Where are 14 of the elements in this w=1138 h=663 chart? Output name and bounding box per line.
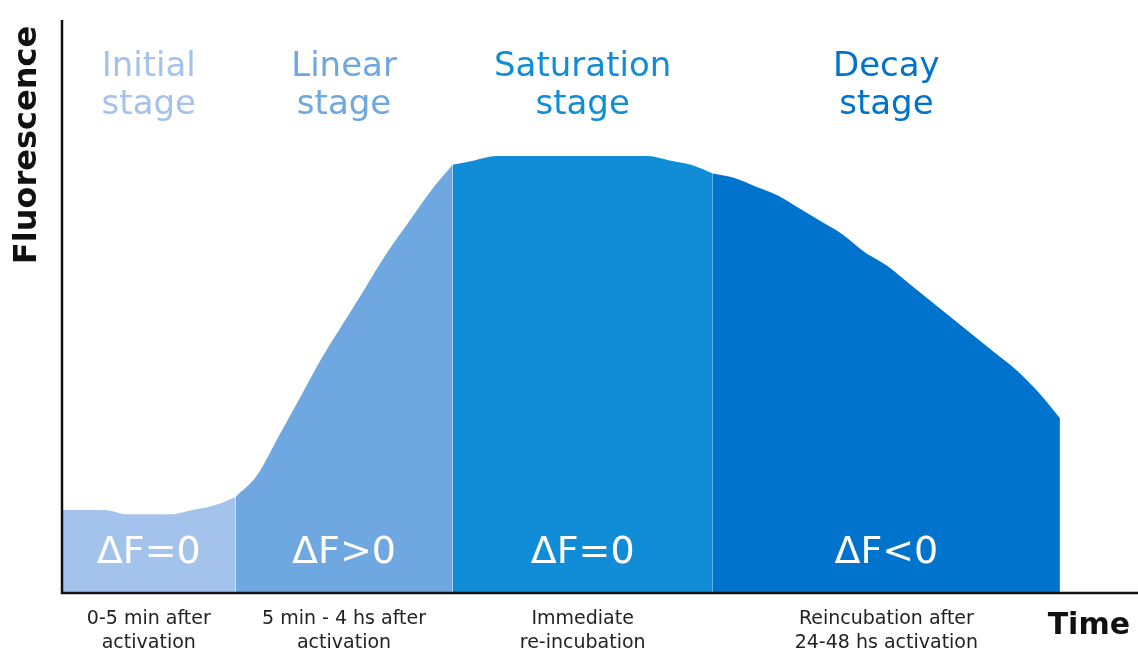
series-label: Saturation stage bbox=[494, 43, 672, 122]
text: Immediate re-incubation bbox=[519, 605, 646, 652]
y-axis-title: Fluorescence bbox=[6, 25, 45, 265]
annotation: ΔF=0 bbox=[530, 527, 635, 572]
annotation: ΔF<0 bbox=[834, 527, 939, 572]
text: 0-5 min after activation bbox=[86, 605, 211, 652]
annotation: ΔF>0 bbox=[292, 527, 396, 572]
text: Linear stage bbox=[291, 43, 397, 122]
text: Reincubation after 24-48 hs activation bbox=[794, 605, 979, 652]
text: Decay stage bbox=[832, 43, 940, 122]
annotation: ΔF=0 bbox=[96, 527, 201, 572]
text: Initial stage bbox=[101, 43, 196, 122]
x-axis-title: Time bbox=[1047, 605, 1130, 641]
text: 5 min - 4 hs after activation bbox=[262, 605, 427, 652]
